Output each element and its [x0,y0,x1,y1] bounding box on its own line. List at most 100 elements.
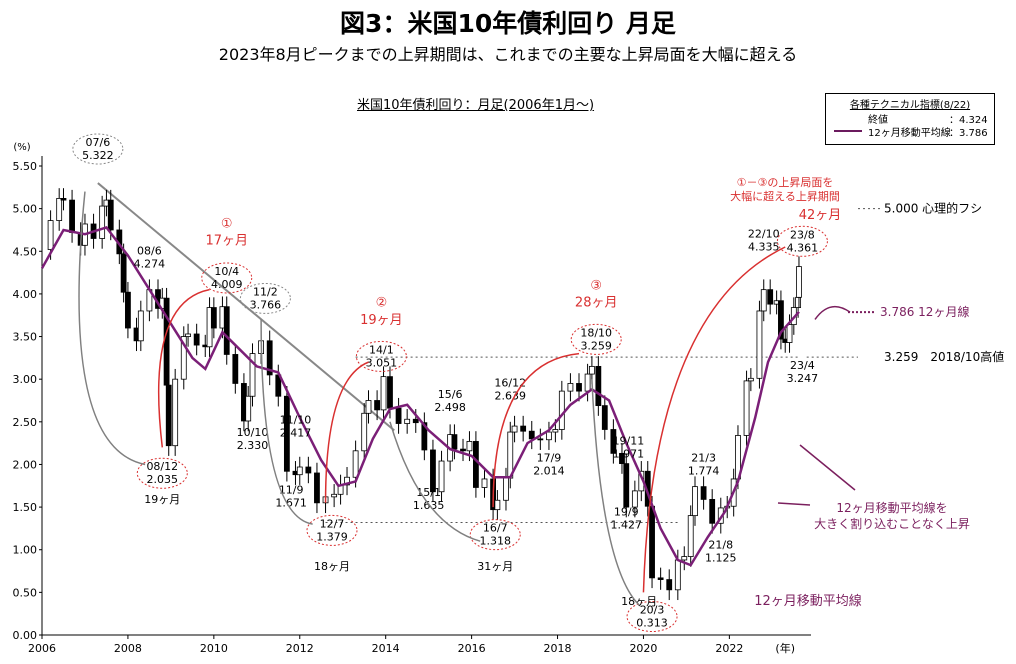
callout-date: 21/8 [708,539,733,552]
callout-date: 12/7 [320,517,345,530]
callout-value: 1.125 [705,552,737,565]
callout-ring [626,601,678,633]
callout-value: 2.498 [434,401,466,414]
rise-note-line: ①－③の上昇局面を [737,176,834,189]
rise-note-line: 大幅に超える上昇期間 [730,189,840,203]
candle-body [681,556,688,561]
y-tick-label: 5.50 [13,160,38,173]
candle-body [460,448,466,452]
candle-body [466,441,473,452]
candle-body [494,499,501,511]
rise-arrow-now [642,246,786,593]
callout-date: 14/1 [369,343,394,356]
legend-ma-value: ：3.786 [949,128,988,139]
callout-value: 3.051 [366,356,398,369]
candle-body [546,431,552,441]
legend-close-label: 終値 [868,115,888,126]
candle-body [180,336,187,380]
candle-body [756,310,763,379]
candle-body [576,383,582,392]
page-subtitle: 2023年8月ピークまでの上昇期間は、これまでの主要な上昇局面を大幅に超える [218,45,798,64]
callout-date: 19/11 [613,435,645,448]
x-tick-label: 2014 [372,642,400,655]
callout-value: 1.971 [613,448,645,461]
candle-body [56,198,63,221]
callout-date: 16/7 [483,522,508,535]
candle-body [232,354,239,384]
callout-date: 10/4 [214,265,239,278]
candle-body [558,390,565,430]
x-tick-label: 2018 [544,642,572,655]
candle-body [619,452,625,465]
callout-ring [570,323,622,355]
callout-date: 16/12 [494,377,526,390]
candle-body [657,577,664,580]
callout-date: 18/10 [580,326,612,339]
rise-number: ① [221,216,233,231]
callout-date: 08/6 [137,245,162,258]
candle-body [365,400,372,414]
candle-body [412,418,419,424]
callout-value: 4.361 [787,241,819,254]
candle-body [520,425,527,432]
y-tick-label: 5.00 [13,203,38,216]
callout-value: 2.417 [280,426,312,439]
ma-note-line: 大きく割り込むことなく上昇 [814,516,970,531]
level-label-3786: 3.786 12ヶ月線 [880,304,969,319]
level-label-5000: 5.000 心理的フシ [884,201,982,216]
x-axis-unit: (年) [775,641,795,655]
chart-title: 米国10年債利回り：月足(2006年1月～) [357,98,595,113]
legend-heading: 各種テクニカル指標(8/22) [849,100,971,111]
decline-arrow-1 [78,191,146,466]
x-tick-label: 2016 [458,642,486,655]
candle-body [631,490,638,508]
callout-date: 11/9 [279,483,304,496]
candle-body [245,395,252,422]
decline-arrow-3 [389,421,481,542]
candle-body [193,333,200,346]
callout-ring [72,133,124,165]
candle-body [552,429,559,433]
callout-date: 20/3 [640,604,665,617]
callout-date: 21/3 [691,452,716,465]
callout-date: 23/8 [790,228,815,241]
y-tick-label: 1.50 [13,501,38,514]
candle-body [778,300,784,340]
rise-duration: 28ヶ月 [575,296,618,311]
candle-body [649,505,655,579]
ma-12m-line [40,225,800,567]
candle-body [387,376,393,409]
callout-date: 19/9 [614,505,639,518]
rise-duration: 17ヶ月 [205,233,248,248]
y-tick-label: 4.00 [13,288,38,301]
candle-body [430,449,436,493]
y-tick-label: 0.50 [13,586,38,599]
candle-body [60,198,67,201]
y-tick-label: 4.50 [13,245,38,258]
technical-legend: 各種テクニカル指標(8/22) 終値 ：4.324 12ヶ月移動平均線 ：3.7… [825,93,995,145]
candle-body [305,466,312,474]
candle-body [296,466,303,476]
candle-body [481,478,488,488]
candle-body [503,477,509,501]
callout-value: 2.014 [533,465,565,478]
candle-body [421,422,428,451]
candle-body [331,493,338,498]
x-tick-label: 2020 [629,642,657,655]
candle-body [709,499,716,524]
callout-date: 17/9 [537,452,562,465]
callout-value: 1.671 [275,496,307,509]
candle-body [352,450,359,478]
y-tick-label: 0.00 [13,629,38,642]
callout-value: 2.639 [495,390,527,403]
callout-value: 5.322 [82,149,114,162]
candle-body [172,378,179,447]
duration-label: 31ヶ月 [477,560,513,573]
callout-value: 3.259 [580,339,612,352]
duration-label: 18ヶ月 [314,560,350,573]
x-tick-label: 2006 [28,642,56,655]
duration-label: 18ヶ月 [621,595,657,608]
callout-value: 4.335 [748,240,780,253]
decline-arrow-2 [260,319,313,525]
